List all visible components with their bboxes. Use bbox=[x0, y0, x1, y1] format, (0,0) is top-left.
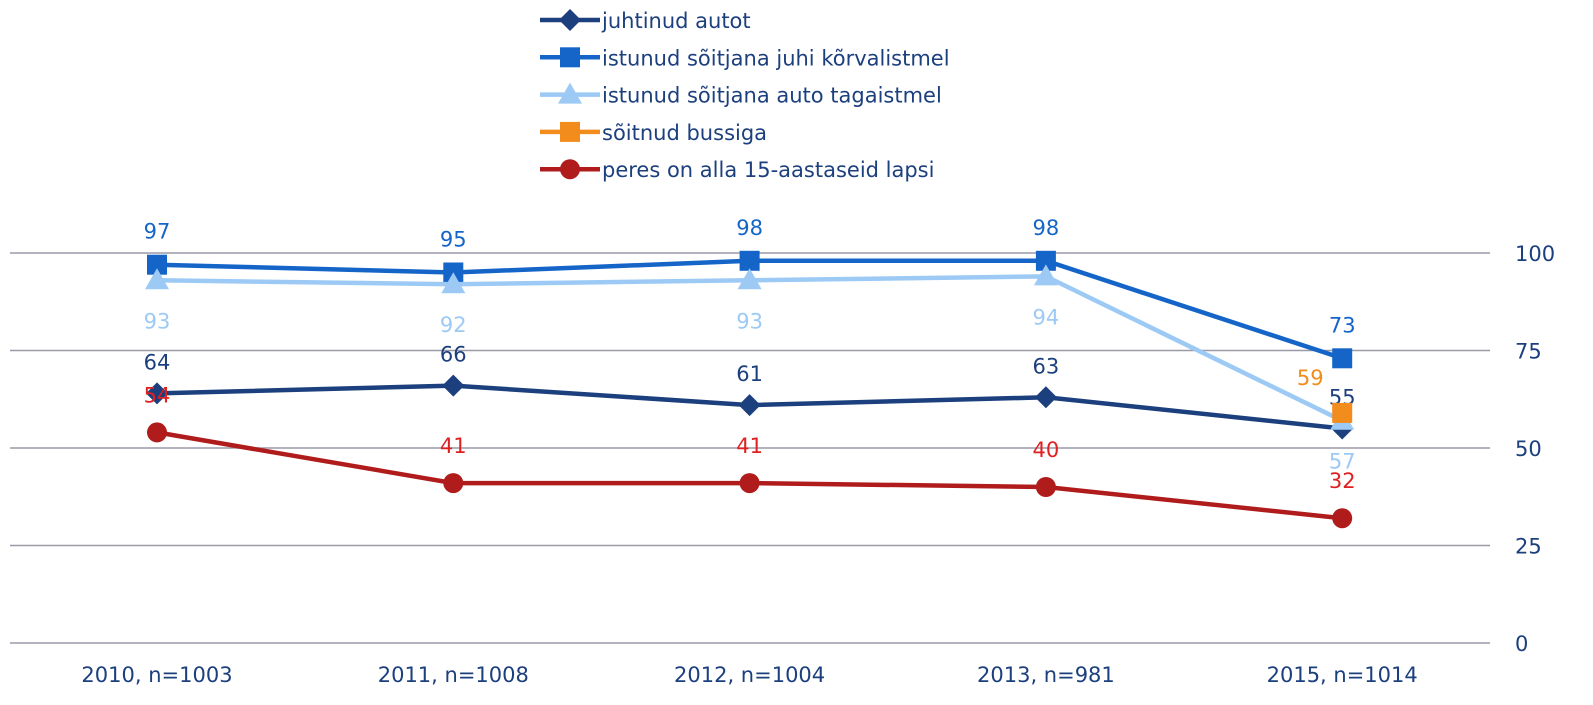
marker bbox=[442, 374, 465, 397]
legend-label: juhtinud autot bbox=[601, 9, 751, 33]
marker bbox=[739, 250, 760, 271]
legend-label: istunud sõitjana auto tagaistmel bbox=[602, 84, 942, 108]
marker bbox=[738, 394, 761, 417]
legend-marker bbox=[560, 47, 580, 68]
legend-label: istunud sõitjana juhi kõrvalistmel bbox=[602, 46, 950, 70]
data-label: 61 bbox=[736, 362, 763, 386]
y-tick-label: 100 bbox=[1515, 242, 1555, 266]
legend-marker bbox=[559, 9, 581, 31]
legend-label: sõitnud bussiga bbox=[602, 121, 767, 145]
y-tick-label: 50 bbox=[1515, 437, 1542, 461]
legend-label: peres on alla 15-aastaseid lapsi bbox=[602, 158, 934, 182]
y-tick-label: 75 bbox=[1515, 340, 1542, 364]
x-tick-label: 2015, n=1014 bbox=[1267, 663, 1418, 687]
data-label: 94 bbox=[1033, 305, 1060, 329]
marker bbox=[441, 272, 466, 294]
marker bbox=[147, 422, 167, 443]
data-label: 97 bbox=[144, 220, 171, 244]
marker bbox=[147, 254, 167, 275]
legend-marker bbox=[560, 159, 580, 180]
x-tick-label: 2011, n=1008 bbox=[378, 663, 529, 687]
data-label: 41 bbox=[736, 434, 763, 458]
data-label: 54 bbox=[144, 383, 171, 407]
data-label: 95 bbox=[440, 228, 467, 252]
data-label: 98 bbox=[736, 216, 763, 240]
marker bbox=[1332, 348, 1353, 369]
legend-marker bbox=[560, 121, 580, 142]
marker bbox=[739, 473, 760, 494]
y-tick-label: 0 bbox=[1515, 632, 1528, 656]
marker bbox=[737, 268, 762, 290]
data-label: 59 bbox=[1297, 366, 1324, 390]
marker bbox=[1035, 250, 1056, 271]
data-label: 66 bbox=[440, 343, 467, 367]
marker bbox=[146, 382, 168, 405]
y-tick-label: 25 bbox=[1515, 535, 1542, 559]
marker bbox=[1034, 386, 1057, 409]
x-tick-label: 2012, n=1004 bbox=[674, 663, 825, 687]
legend-marker bbox=[558, 82, 582, 104]
data-label: 98 bbox=[1033, 216, 1060, 240]
marker bbox=[1332, 508, 1353, 529]
data-label: 92 bbox=[440, 313, 467, 337]
marker bbox=[443, 473, 464, 494]
data-label: 93 bbox=[736, 309, 763, 333]
x-tick-label: 2010, n=1003 bbox=[81, 663, 232, 687]
data-label: 93 bbox=[144, 309, 171, 333]
data-label: 57 bbox=[1329, 450, 1356, 474]
data-label: 73 bbox=[1329, 313, 1356, 337]
data-label: 64 bbox=[144, 350, 171, 374]
data-label: 32 bbox=[1329, 469, 1356, 493]
marker bbox=[1033, 264, 1058, 286]
x-tick-label: 2013, n=981 bbox=[977, 663, 1115, 687]
marker bbox=[145, 268, 169, 290]
marker bbox=[1332, 402, 1353, 423]
marker bbox=[1035, 477, 1056, 497]
data-label: 63 bbox=[1033, 354, 1060, 378]
data-label: 41 bbox=[440, 434, 467, 458]
data-label: 40 bbox=[1033, 438, 1060, 462]
